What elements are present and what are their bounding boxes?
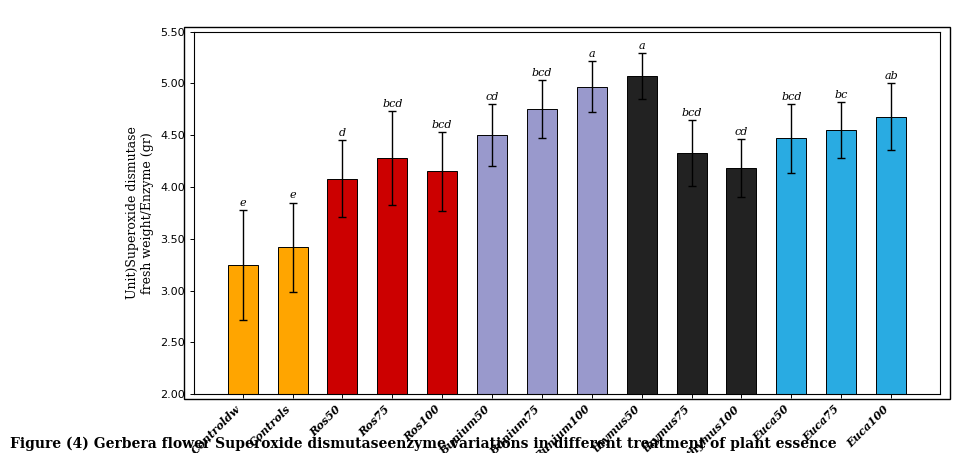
Bar (228, 265, 258, 394)
Bar (277, 247, 307, 394)
Text: bcd: bcd (532, 68, 552, 78)
Text: cd: cd (735, 127, 748, 137)
Text: cd: cd (485, 92, 499, 102)
Bar (627, 76, 657, 394)
Bar (676, 153, 706, 394)
Bar (577, 87, 607, 394)
Bar (377, 158, 407, 394)
Text: a: a (639, 41, 645, 51)
Text: e: e (289, 190, 296, 201)
Bar (776, 138, 806, 394)
Text: e: e (239, 198, 246, 208)
Text: bcd: bcd (781, 92, 801, 102)
Bar (328, 179, 358, 394)
Text: bcd: bcd (432, 120, 453, 130)
Text: ab: ab (884, 72, 898, 82)
Bar (477, 135, 507, 394)
Bar (427, 172, 457, 394)
Text: Figure (4) Gerbera flower Superoxide dismutaseenzyme variations in different tre: Figure (4) Gerbera flower Superoxide dis… (10, 436, 836, 451)
Bar (527, 109, 557, 394)
Bar (827, 130, 857, 394)
Bar (727, 169, 757, 394)
Y-axis label: Unit)Superoxide dismutase
fresh weight/Enzyme (gr): Unit)Superoxide dismutase fresh weight/E… (127, 126, 154, 299)
Text: d: d (339, 128, 346, 138)
Text: bcd: bcd (382, 99, 402, 109)
Bar (876, 116, 906, 394)
Text: a: a (588, 48, 595, 58)
Text: bc: bc (834, 90, 848, 100)
Text: bcd: bcd (681, 108, 702, 118)
